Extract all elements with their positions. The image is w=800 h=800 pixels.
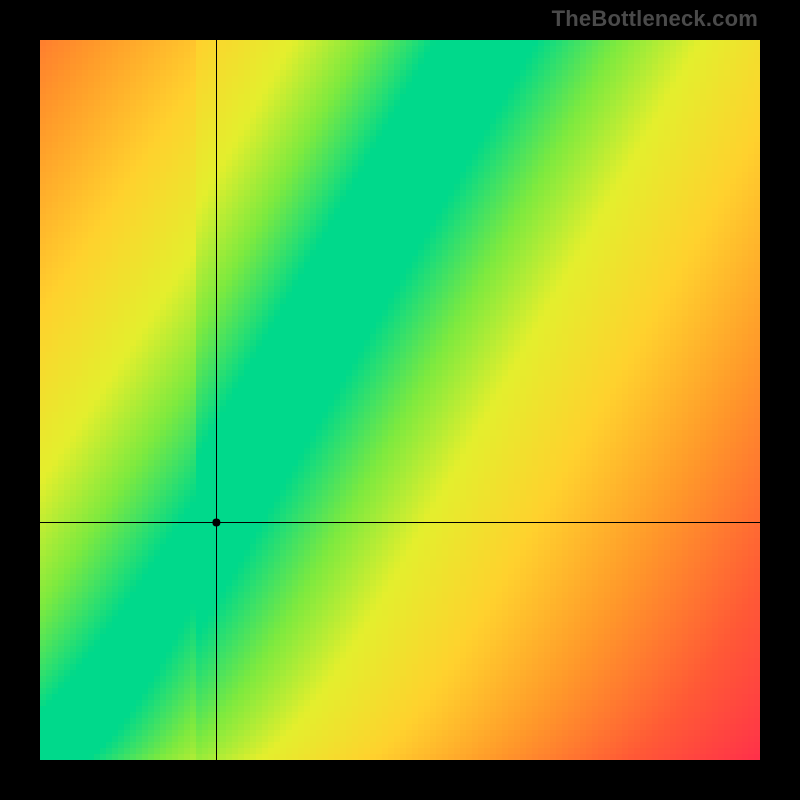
figure-root: TheBottleneck.com bbox=[0, 0, 800, 800]
crosshair-overlay bbox=[40, 40, 760, 760]
watermark-text: TheBottleneck.com bbox=[552, 6, 758, 32]
